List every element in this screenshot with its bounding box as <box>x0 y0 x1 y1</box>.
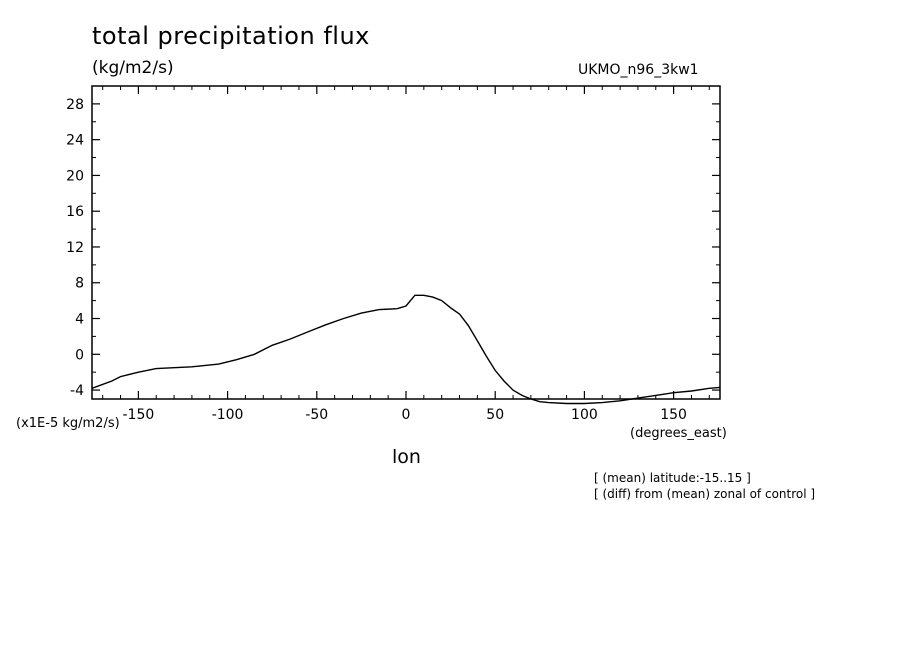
x-tick-label: 100 <box>571 407 598 423</box>
chart-units: (kg/m2/s) <box>92 58 174 78</box>
x-tick-label: 50 <box>486 407 504 423</box>
note-latitude: [ (mean) latitude:-15..15 ] <box>594 471 751 485</box>
y-tick-label: 24 <box>66 133 84 149</box>
series-line <box>91 294 721 405</box>
y-tick-label: 20 <box>66 168 84 184</box>
plot-frame <box>91 85 721 400</box>
note-diff: [ (diff) from (mean) zonal of control ] <box>594 487 816 501</box>
y-tick-label: 8 <box>75 276 84 292</box>
x-axis-units: (degrees_east) <box>630 426 727 441</box>
y-tick-label: 0 <box>75 347 84 363</box>
y-tick-label: 4 <box>75 312 84 328</box>
dataset-label: UKMO_n96_3kw1 <box>578 62 699 78</box>
x-tick-label: -100 <box>212 407 244 423</box>
y-tick-label: -4 <box>70 383 84 399</box>
chart-title: total precipitation flux <box>92 22 370 50</box>
x-tick-label: -50 <box>305 407 328 423</box>
y-scale-label: (x1E-5 kg/m2/s) <box>16 416 120 431</box>
axis-ticks: -150 -100 -50 0 50 100 150 -4 0 4 8 12 16 20 24 28 <box>66 85 720 423</box>
x-axis-label: lon <box>392 446 421 468</box>
x-tick-label: -150 <box>122 407 154 423</box>
y-tick-label: 28 <box>66 97 84 113</box>
x-tick-label: 150 <box>660 407 687 423</box>
y-tick-label: 12 <box>66 240 84 256</box>
y-tick-label: 16 <box>66 204 84 220</box>
x-tick-label: 0 <box>402 407 411 423</box>
